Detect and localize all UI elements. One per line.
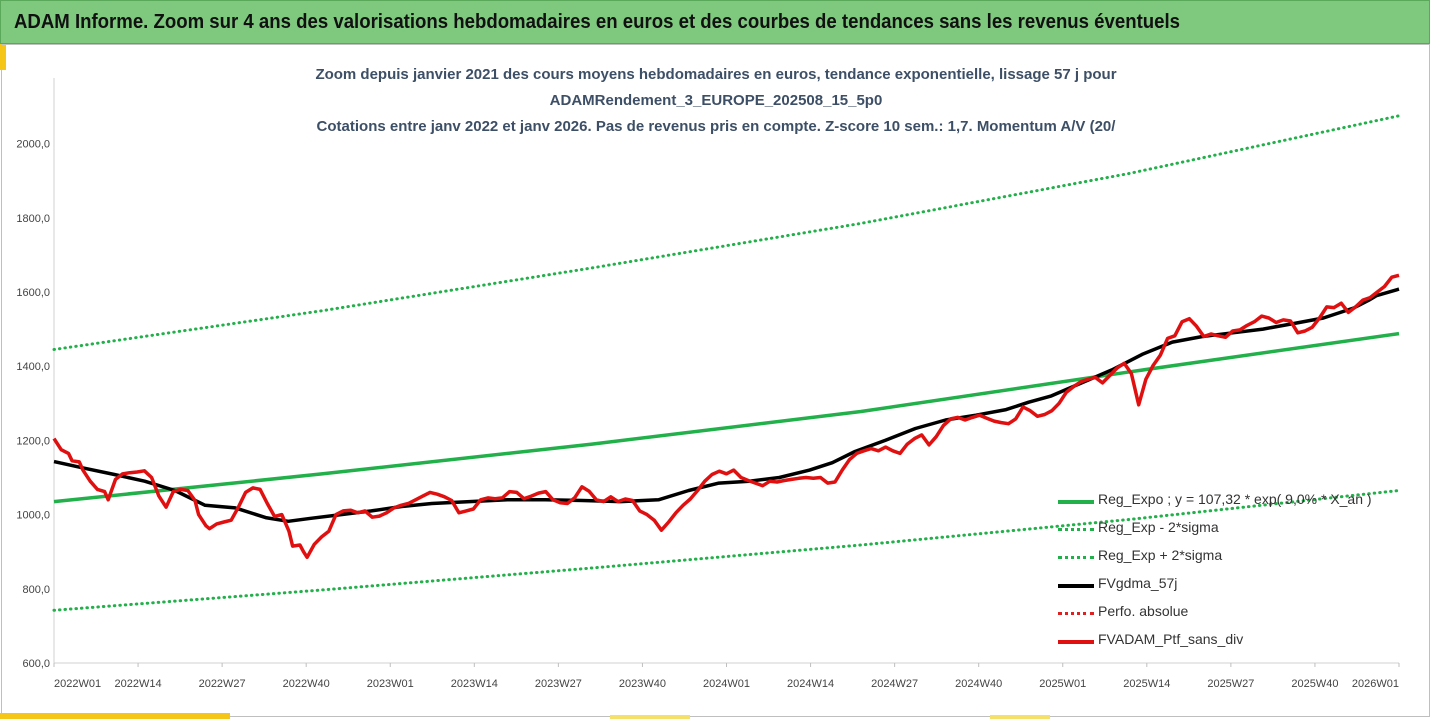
y-tick-label: 1000,0 bbox=[16, 510, 50, 522]
legend-label-reg-expo: Reg_Expo ; y = 107,32 * exp( 9,0% * X_an… bbox=[1098, 491, 1372, 507]
legend-item-fvadam: FVADAM_Ptf_sans_div bbox=[1058, 628, 1388, 656]
y-tick-label: 1200,0 bbox=[16, 435, 50, 447]
legend-item-fvgdma: FVgdma_57j bbox=[1058, 572, 1388, 600]
legend-swatch-fvgdma bbox=[1058, 584, 1094, 588]
y-tick-label: 1800,0 bbox=[16, 213, 50, 225]
legend-label-fvgdma: FVgdma_57j bbox=[1098, 575, 1178, 591]
legend-swatch-reg-exp-plus bbox=[1058, 556, 1094, 559]
y-tick-label: 600,0 bbox=[22, 658, 50, 670]
x-tick-label: 2026W01 bbox=[1352, 678, 1399, 690]
series-line-5 bbox=[52, 273, 1400, 560]
x-tick-label: 2022W01 bbox=[54, 678, 101, 690]
legend-swatch-fvadam bbox=[1058, 640, 1094, 644]
legend-item-reg-exp-plus: Reg_Exp + 2*sigma bbox=[1058, 544, 1388, 572]
chart-title-line-3: Cotations entre janv 2022 et janv 2026. … bbox=[316, 118, 1116, 135]
x-tick-label: 2022W14 bbox=[115, 678, 162, 690]
banner: ADAM Informe. Zoom sur 4 ans des valoris… bbox=[0, 0, 1430, 44]
x-tick-label: 2022W40 bbox=[283, 678, 330, 690]
legend-swatch-reg-expo bbox=[1058, 500, 1094, 504]
series-line-1 bbox=[52, 489, 1401, 612]
series-line-0 bbox=[53, 331, 1400, 504]
x-tick-label: 2023W14 bbox=[451, 678, 498, 690]
x-tick-label: 2022W27 bbox=[199, 678, 246, 690]
legend-label-fvadam: FVADAM_Ptf_sans_div bbox=[1098, 631, 1244, 647]
x-tick-label: 2023W01 bbox=[367, 678, 414, 690]
y-tick-label: 2000,0 bbox=[16, 139, 50, 151]
legend-label-reg-exp-minus: Reg_Exp - 2*sigma bbox=[1098, 519, 1219, 535]
banner-title: ADAM Informe. Zoom sur 4 ans des valoris… bbox=[14, 11, 1180, 33]
legend-item-reg-exp-minus: Reg_Exp - 2*sigma bbox=[1058, 516, 1388, 544]
x-tick-label: 2025W27 bbox=[1207, 678, 1254, 690]
chart-title-line-1: Zoom depuis janvier 2021 des cours moyen… bbox=[315, 66, 1117, 83]
x-tick-label: 2023W40 bbox=[619, 678, 666, 690]
y-tick-label: 1400,0 bbox=[16, 361, 50, 373]
x-tick-label: 2024W40 bbox=[955, 678, 1002, 690]
chart-title-line-2: ADAMRendement_3_EUROPE_202508_15_5p0 bbox=[549, 92, 883, 109]
x-tick-label: 2025W40 bbox=[1291, 678, 1338, 690]
legend-swatch-perfo-absolue bbox=[1058, 612, 1094, 615]
legend-label-reg-exp-plus: Reg_Exp + 2*sigma bbox=[1098, 547, 1223, 563]
y-tick-label: 1600,0 bbox=[16, 287, 50, 299]
x-tick-label: 2024W27 bbox=[871, 678, 918, 690]
x-tick-label: 2024W01 bbox=[703, 678, 750, 690]
x-tick-label: 2023W27 bbox=[535, 678, 582, 690]
legend-swatch-reg-exp-minus bbox=[1058, 528, 1094, 531]
accent-bar-bottom bbox=[0, 713, 230, 719]
legend-label-perfo-absolue: Perfo. absolue bbox=[1098, 603, 1189, 619]
chart-legend: Reg_Expo ; y = 107,32 * exp( 9,0% * X_an… bbox=[1058, 488, 1388, 656]
y-tick-label: 800,0 bbox=[22, 584, 50, 596]
legend-item-reg-expo: Reg_Expo ; y = 107,32 * exp( 9,0% * X_an… bbox=[1058, 488, 1388, 516]
x-tick-label: 2025W14 bbox=[1123, 678, 1170, 690]
x-tick-label: 2025W01 bbox=[1039, 678, 1086, 690]
x-tick-label: 2024W14 bbox=[787, 678, 834, 690]
chart-frame bbox=[1, 44, 1430, 717]
accent-bar-left bbox=[0, 44, 6, 70]
accent-bar-bottom-3 bbox=[990, 715, 1050, 719]
accent-bar-bottom-2 bbox=[610, 715, 690, 719]
legend-item-perfo-absolue: Perfo. absolue bbox=[1058, 600, 1388, 628]
series-line-3 bbox=[53, 287, 1400, 524]
series-line-2 bbox=[52, 114, 1401, 351]
